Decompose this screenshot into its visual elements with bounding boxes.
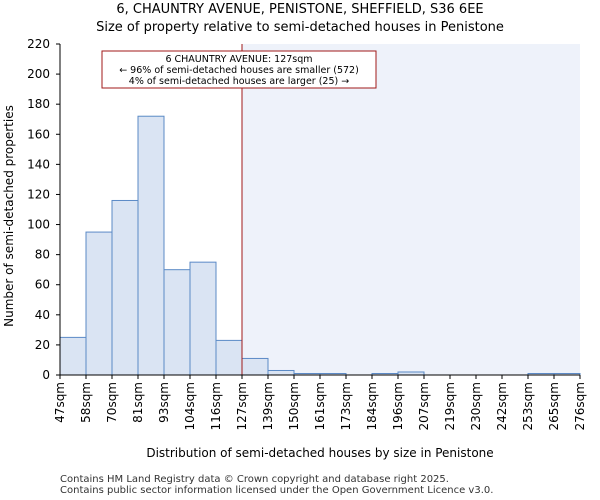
- chart-title: 6, CHAUNTRY AVENUE, PENISTONE, SHEFFIELD…: [116, 2, 484, 17]
- x-tick-label: 196sqm: [391, 382, 405, 430]
- x-tick-label: 116sqm: [209, 382, 223, 430]
- bar-116sqm: [215, 339, 243, 376]
- annotation-border: [101, 50, 377, 89]
- bar-127sqm: [241, 357, 269, 376]
- y-tick-label: 0: [42, 368, 50, 382]
- y-tick-label: 40: [35, 308, 50, 322]
- histogram-chart: 0 20 40 60 80 100 120 140 160 180 200 220 47sqm 58sq…: [2, 37, 587, 460]
- y-tick-label: 100: [27, 218, 50, 232]
- y-tick-label: 80: [35, 248, 50, 262]
- x-tick-label: 93sqm: [157, 382, 171, 423]
- x-tick-label: 184sqm: [365, 382, 379, 430]
- x-tick-label: 265sqm: [547, 382, 561, 430]
- x-tick-label: 70sqm: [105, 382, 119, 423]
- x-tick-label: 139sqm: [261, 382, 275, 430]
- x-tick-label: 127sqm: [235, 382, 249, 430]
- larger-region-background: [242, 44, 580, 375]
- bar-70sqm: [111, 199, 139, 376]
- bar-104sqm: [189, 261, 217, 376]
- x-tick-label: 276sqm: [573, 382, 587, 430]
- y-tick-label: 60: [35, 278, 50, 292]
- y-tick-label: 20: [35, 338, 50, 352]
- y-tick-label: 120: [27, 187, 50, 201]
- x-ticks-group: 47sqm 58sqm 70sqm 81sqm 93sqm 104sqm 116sqm 127…: [53, 375, 587, 430]
- bar-93sqm: [163, 269, 191, 376]
- y-tick-label: 220: [27, 37, 50, 51]
- bar-47sqm: [59, 336, 87, 376]
- x-tick-label: 150sqm: [287, 382, 301, 430]
- y-axis-label: Number of semi-detached properties: [2, 105, 16, 327]
- y-tick-label: 180: [27, 97, 50, 111]
- x-tick-label: 230sqm: [469, 382, 483, 430]
- annotation-line-3: 4% of semi-detached houses are larger (2…: [129, 76, 349, 87]
- bars-group: [59, 115, 581, 376]
- x-tick-label: 207sqm: [417, 382, 431, 430]
- chart-subtitle: Size of property relative to semi-detach…: [96, 20, 504, 35]
- bar-139sqm: [267, 369, 295, 376]
- bar-58sqm: [85, 231, 113, 376]
- x-tick-label: 242sqm: [495, 382, 509, 430]
- annotation-line-1: 6 CHAUNTRY AVENUE: 127sqm: [165, 54, 312, 65]
- y-tick-label: 160: [27, 127, 50, 141]
- y-ticks-group: 0 20 40 60 80 100 120 140 160 180 200 220: [27, 37, 60, 382]
- x-tick-label: 104sqm: [183, 382, 197, 430]
- x-tick-label: 161sqm: [313, 382, 327, 430]
- bar-81sqm: [137, 115, 165, 376]
- footer-copyright: Contains HM Land Registry data © Crown c…: [60, 474, 449, 485]
- x-tick-label: 219sqm: [443, 382, 457, 430]
- x-tick-label: 81sqm: [131, 382, 145, 423]
- y-tick-label: 140: [27, 157, 50, 171]
- annotation-line-2: ← 96% of semi-detached houses are smalle…: [119, 65, 359, 76]
- x-tick-label: 173sqm: [339, 382, 353, 430]
- x-tick-label: 58sqm: [79, 382, 93, 423]
- x-tick-label: 47sqm: [53, 382, 67, 423]
- y-tick-label: 200: [27, 67, 50, 81]
- annotation-box: 6 CHAUNTRY AVENUE: 127sqm ← 96% of semi-…: [101, 50, 377, 89]
- footer-licence: Contains public sector information licen…: [60, 485, 494, 496]
- x-axis-label: Distribution of semi-detached houses by …: [146, 446, 493, 460]
- x-tick-label: 253sqm: [521, 382, 535, 430]
